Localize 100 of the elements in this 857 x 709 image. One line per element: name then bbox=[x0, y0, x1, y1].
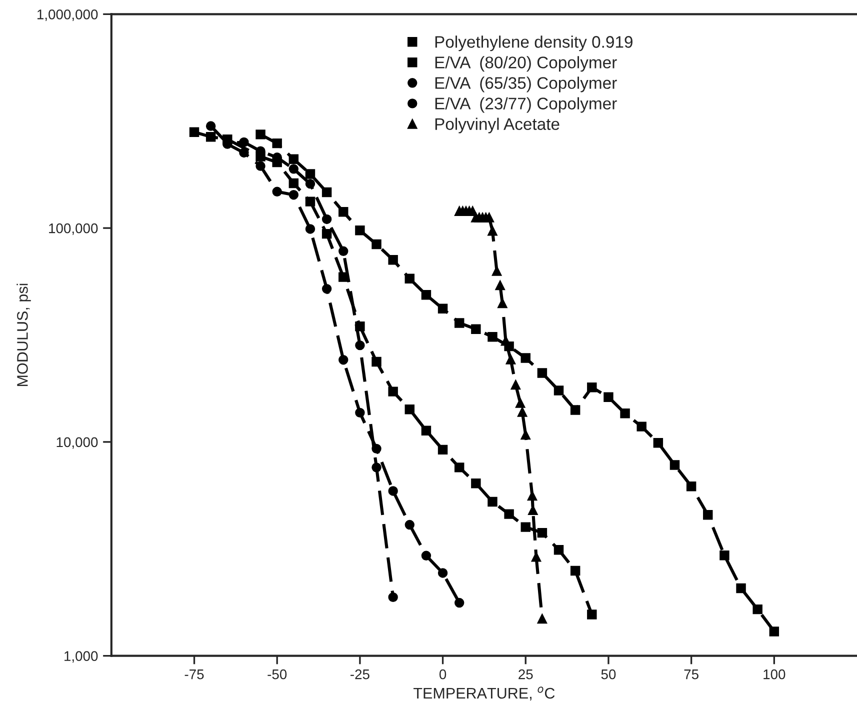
point bbox=[488, 332, 498, 342]
point bbox=[520, 430, 530, 440]
point bbox=[570, 566, 580, 576]
point bbox=[322, 187, 332, 198]
point bbox=[256, 161, 266, 171]
x-tick-label: 100 bbox=[764, 669, 786, 680]
legend-label: E/VA (80/20) Copolymer bbox=[435, 56, 617, 72]
point bbox=[438, 568, 448, 578]
point bbox=[703, 510, 713, 520]
point bbox=[322, 284, 332, 294]
point bbox=[288, 154, 299, 164]
point bbox=[338, 354, 348, 365]
point bbox=[506, 354, 516, 364]
point bbox=[305, 169, 316, 179]
point bbox=[421, 290, 432, 300]
point bbox=[288, 164, 299, 174]
point bbox=[769, 626, 780, 636]
point bbox=[206, 121, 216, 131]
point bbox=[570, 405, 580, 415]
point bbox=[256, 130, 266, 140]
x-axis-title: TEMPERATURE, $^{o}$C bbox=[414, 686, 555, 700]
point bbox=[520, 353, 530, 363]
point bbox=[355, 340, 365, 350]
point bbox=[355, 226, 365, 236]
y-tick-label: 1,000 bbox=[64, 651, 98, 663]
point bbox=[517, 407, 528, 417]
point bbox=[272, 186, 282, 197]
point bbox=[720, 550, 730, 560]
point bbox=[492, 266, 502, 276]
point bbox=[554, 544, 564, 555]
point bbox=[239, 148, 249, 158]
point bbox=[471, 324, 481, 334]
point bbox=[388, 386, 398, 396]
point bbox=[636, 422, 646, 432]
x-tick-label: 0 bbox=[439, 669, 446, 680]
legend-label: Polyvinyl Acetate bbox=[435, 118, 560, 134]
point bbox=[322, 228, 332, 239]
point bbox=[520, 522, 530, 532]
point bbox=[670, 460, 680, 470]
point bbox=[537, 528, 548, 538]
point bbox=[531, 552, 542, 562]
point bbox=[355, 408, 365, 418]
legend-label: E/VA (65/35) Copolymer bbox=[435, 76, 617, 92]
x-tick-label: 75 bbox=[684, 670, 698, 680]
x-tick-label: -25 bbox=[350, 669, 370, 680]
point bbox=[288, 178, 299, 188]
point bbox=[288, 190, 299, 200]
point bbox=[388, 255, 398, 265]
point bbox=[537, 614, 548, 624]
point bbox=[388, 592, 398, 602]
point bbox=[372, 356, 382, 367]
point bbox=[322, 214, 332, 224]
point bbox=[404, 274, 415, 284]
point bbox=[515, 398, 526, 408]
point bbox=[736, 583, 746, 594]
y-tick-label: 10,000 bbox=[56, 437, 98, 449]
x-tick-label: 25 bbox=[518, 669, 533, 680]
point bbox=[510, 380, 521, 390]
point bbox=[272, 138, 282, 148]
point bbox=[488, 226, 498, 236]
point bbox=[305, 178, 316, 189]
point bbox=[752, 604, 762, 614]
point bbox=[686, 481, 696, 492]
point bbox=[454, 318, 464, 328]
point bbox=[421, 426, 432, 436]
point bbox=[305, 224, 316, 234]
point bbox=[239, 137, 249, 148]
y-axis-title: MODULUS, psi bbox=[16, 284, 31, 386]
x-tick-label: -50 bbox=[268, 669, 287, 680]
point bbox=[554, 386, 564, 396]
legend-label: E/VA (23/77) Copolymer bbox=[435, 97, 617, 113]
point bbox=[438, 304, 448, 314]
y-tick-label: 1,000,000 bbox=[37, 10, 98, 21]
point bbox=[504, 509, 514, 519]
point bbox=[527, 490, 538, 501]
point bbox=[372, 462, 382, 472]
point bbox=[454, 462, 464, 472]
point bbox=[488, 496, 498, 507]
point bbox=[471, 478, 481, 488]
x-tick-label: 50 bbox=[601, 669, 616, 680]
point bbox=[189, 127, 200, 137]
point bbox=[305, 196, 316, 206]
point bbox=[338, 246, 348, 256]
point bbox=[372, 239, 382, 250]
point bbox=[537, 368, 548, 378]
point bbox=[454, 598, 464, 608]
point bbox=[484, 212, 494, 222]
point bbox=[587, 610, 597, 620]
point bbox=[495, 280, 505, 290]
point bbox=[438, 444, 448, 455]
point bbox=[338, 207, 348, 217]
point bbox=[604, 392, 614, 402]
point bbox=[388, 486, 398, 496]
point bbox=[653, 438, 664, 448]
point bbox=[587, 382, 597, 392]
y-tick-label: 100,000 bbox=[49, 223, 98, 235]
point bbox=[620, 408, 630, 418]
x-tick-label: -75 bbox=[184, 670, 204, 680]
point bbox=[206, 132, 216, 142]
legend-label: Polyethylene density 0.919 bbox=[435, 36, 632, 52]
